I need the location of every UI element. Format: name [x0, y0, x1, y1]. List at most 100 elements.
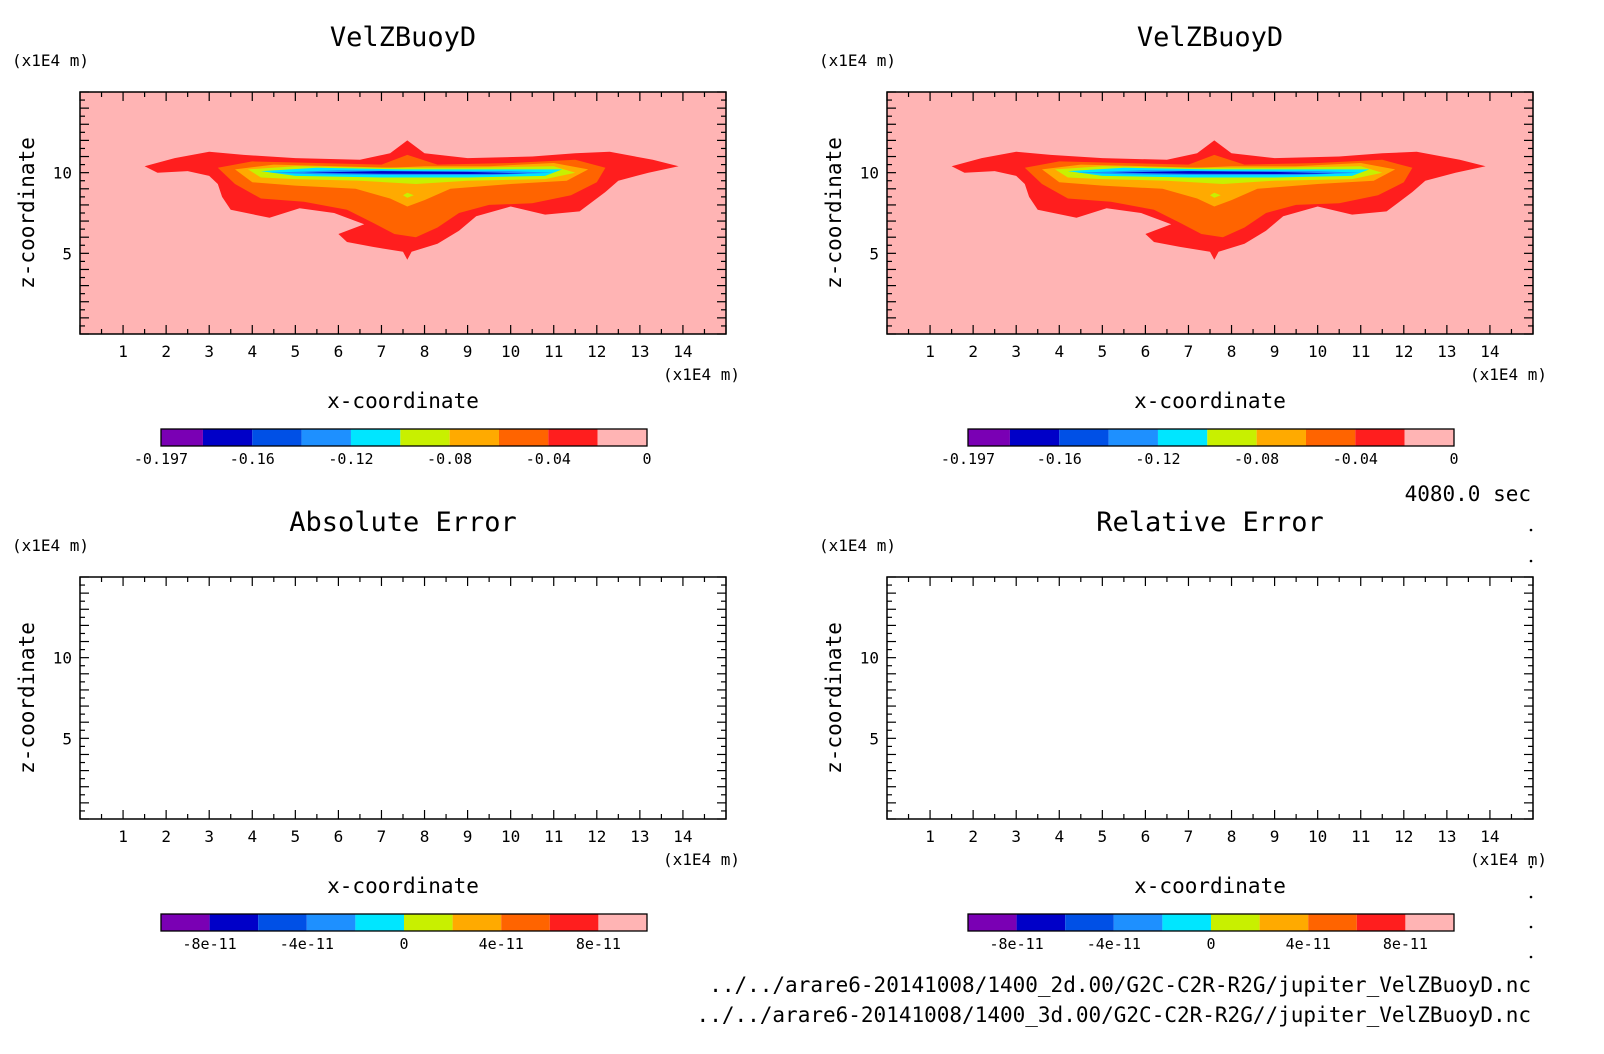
colorbar-segment — [1207, 429, 1257, 446]
colorbar-tick-label: -0.16 — [230, 450, 275, 468]
x-tick-label: 12 — [587, 827, 606, 846]
chart-panel: VelZBuoyD(x1E4 m)1 2 3 4 5 6 7 8 9 10 11 12 13 14510(… — [819, 22, 1547, 468]
x-tick-label: 4 — [247, 342, 257, 361]
colorbar-frame — [967, 913, 1455, 932]
x-tick-label: 4 — [247, 827, 257, 846]
x-axis-label: x-coordinate — [1134, 389, 1286, 413]
x-tick-label: 7 — [1184, 827, 1194, 846]
colorbar-segment — [501, 914, 550, 931]
colorbar-tick-label: -4e-11 — [280, 935, 334, 953]
margin-dot — [1529, 528, 1533, 532]
x-unit-label: (x1E4 m) — [1470, 850, 1547, 869]
colorbar-segment — [252, 429, 302, 446]
x-tick-label: 1 — [118, 342, 128, 361]
colorbar-tick-label: 0 — [399, 935, 408, 953]
contour-region — [1210, 192, 1221, 198]
colorbar-segment — [161, 914, 210, 931]
x-tick-label: 6 — [334, 827, 344, 846]
colorbar-segment — [161, 429, 203, 446]
y-unit-label: (x1E4 m) — [12, 51, 89, 70]
x-tick-label: 13 — [630, 827, 649, 846]
y-tick-label: 5 — [62, 244, 72, 263]
plot-area — [80, 577, 726, 819]
x-tick-label: 14 — [673, 342, 692, 361]
y-unit-label: (x1E4 m) — [12, 536, 89, 555]
colorbar-segment — [1108, 429, 1158, 446]
colorbar-tick-label: -0.16 — [1037, 450, 1082, 468]
colorbar-segment — [400, 429, 450, 446]
colorbar-segment — [1065, 914, 1114, 931]
x-tick-label: 14 — [1480, 827, 1499, 846]
colorbar-tick-label: -0.04 — [1333, 450, 1378, 468]
colorbar-segment — [498, 429, 549, 446]
x-unit-label: (x1E4 m) — [663, 850, 740, 869]
colorbar-tick-label: -0.08 — [1234, 450, 1279, 468]
colorbar-segment — [1157, 429, 1208, 446]
colorbar: -0.197 -0.16 -0.12 -0.08 -0.04 0 — [134, 428, 652, 468]
x-tick-label: 2 — [161, 342, 171, 361]
colorbar-segment — [1016, 914, 1066, 931]
x-tick-label: 6 — [1141, 342, 1151, 361]
colorbar-tick-label: 4e-11 — [1286, 935, 1331, 953]
colorbar-segment — [355, 914, 404, 931]
y-unit-label: (x1E4 m) — [819, 51, 896, 70]
y-axis-label: z-coordinate — [15, 137, 39, 289]
colorbar-segment — [1259, 914, 1309, 931]
x-tick-label: 8 — [420, 827, 430, 846]
plot-area — [887, 577, 1533, 819]
x-tick-label: 3 — [204, 827, 214, 846]
x-tick-label: 5 — [1098, 827, 1108, 846]
x-tick-label: 2 — [161, 827, 171, 846]
colorbar-tick-label: -0.04 — [526, 450, 571, 468]
contour-region — [403, 192, 414, 198]
x-tick-label: 12 — [587, 342, 606, 361]
colorbar-tick-label: 8e-11 — [1383, 935, 1428, 953]
colorbar-segment — [1355, 429, 1405, 446]
x-tick-label: 12 — [1394, 827, 1413, 846]
y-unit-label: (x1E4 m) — [819, 536, 896, 555]
x-axis-label: x-coordinate — [1134, 874, 1286, 898]
chart-title: Relative Error — [1096, 507, 1324, 538]
x-tick-label: 8 — [1227, 827, 1237, 846]
y-axis-label: z-coordinate — [822, 622, 846, 774]
y-axis-label: z-coordinate — [15, 622, 39, 774]
x-tick-label: 11 — [1351, 342, 1370, 361]
x-tick-label: 8 — [1227, 342, 1237, 361]
colorbar-tick-label: -8e-11 — [183, 935, 237, 953]
x-tick-label: 13 — [630, 342, 649, 361]
x-tick-label: 12 — [1394, 342, 1413, 361]
colorbar-segment — [1162, 914, 1211, 931]
y-tick-label: 10 — [53, 164, 72, 183]
x-tick-label: 4 — [1054, 827, 1064, 846]
colorbar-segment — [1308, 914, 1357, 931]
colorbar-segment — [1305, 429, 1356, 446]
x-tick-label: 1 — [925, 342, 935, 361]
y-tick-label: 10 — [860, 164, 879, 183]
x-tick-label: 9 — [463, 342, 473, 361]
margin-dot — [1529, 925, 1533, 929]
time-label: 4080.0 sec — [1405, 482, 1531, 506]
x-tick-label: 1 — [925, 827, 935, 846]
x-tick-label: 14 — [673, 827, 692, 846]
colorbar-segment — [968, 429, 1010, 446]
x-tick-label: 9 — [1270, 342, 1280, 361]
colorbar-segment — [597, 429, 647, 446]
colorbar-frame — [160, 913, 648, 932]
x-tick-label: 9 — [463, 827, 473, 846]
chart-title: Absolute Error — [289, 507, 517, 538]
x-tick-label: 5 — [291, 827, 301, 846]
colorbar-tick-label: -0.12 — [328, 450, 373, 468]
y-tick-label: 10 — [53, 649, 72, 668]
colorbar-segment — [209, 914, 259, 931]
y-tick-label: 10 — [860, 649, 879, 668]
colorbar-tick-label: -0.12 — [1135, 450, 1180, 468]
x-tick-label: 3 — [204, 342, 214, 361]
colorbar-segment — [350, 429, 401, 446]
x-tick-label: 3 — [1011, 827, 1021, 846]
x-tick-label: 6 — [1141, 827, 1151, 846]
colorbar-tick-label: 0 — [1206, 935, 1215, 953]
colorbar: -8e-11 -4e-11 0 4e-11 8e-11 — [967, 913, 1455, 953]
colorbar: -0.197 -0.16 -0.12 -0.08 -0.04 0 — [941, 428, 1459, 468]
contour-region — [303, 171, 528, 174]
x-tick-label: 2 — [968, 342, 978, 361]
